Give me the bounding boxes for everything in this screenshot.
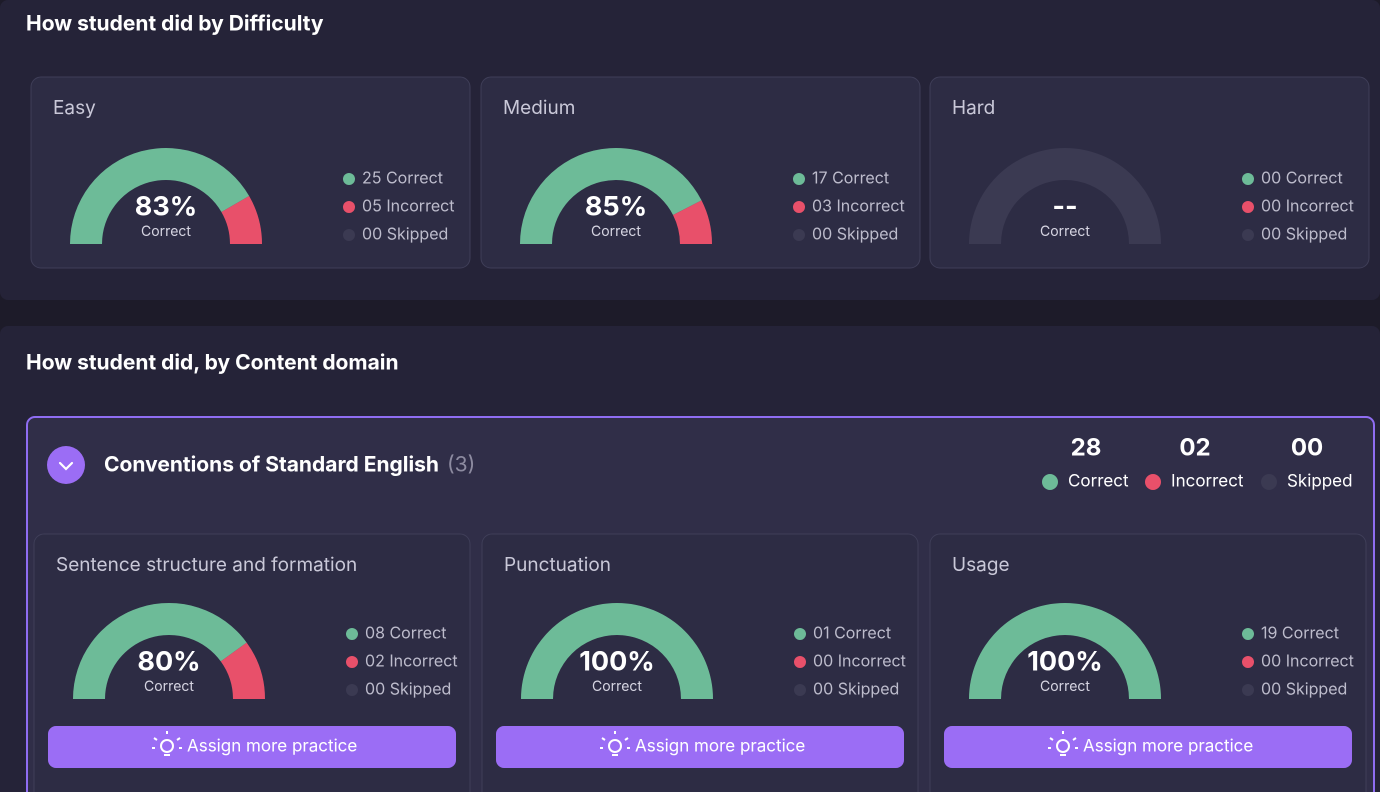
score: 100% — [1027, 644, 1102, 677]
total-label: Correct — [1068, 472, 1129, 492]
legend-label: 08 Correct — [365, 622, 447, 642]
button-bg — [496, 726, 904, 768]
gauge-correct — [73, 603, 247, 699]
legend-dot — [343, 173, 355, 185]
assign-button[interactable]: Assign more practice — [496, 726, 904, 768]
card-title: Easy — [53, 96, 96, 119]
card-title: Hard — [952, 96, 995, 119]
card-title: Sentence structure and formation — [56, 553, 357, 576]
legend-dot — [1242, 684, 1254, 696]
card-title: Medium — [503, 96, 575, 119]
section-title: How student did, by Content domain — [26, 351, 399, 376]
legend-label: 00 Correct — [1261, 167, 1343, 187]
score: 83% — [135, 189, 197, 222]
legend-dot — [1242, 656, 1254, 668]
gauge-correct — [520, 148, 702, 244]
legend-label: 00 Skipped — [1261, 223, 1347, 243]
legend-label: 00 Skipped — [365, 678, 451, 698]
collapse-button[interactable] — [47, 446, 85, 484]
legend-label: 00 Skipped — [812, 223, 898, 243]
score: -- — [1052, 189, 1077, 222]
score-caption: Correct — [592, 678, 642, 695]
legend-label: 05 Incorrect — [362, 195, 455, 215]
domain-count: (3) — [447, 453, 475, 478]
card-title: Punctuation — [504, 553, 611, 576]
legend-dot — [343, 229, 355, 241]
bulb-icon — [608, 739, 622, 753]
section-title: How student did by Difficulty — [26, 12, 324, 37]
gauge-incorrect — [220, 642, 265, 699]
legend-label: 17 Correct — [812, 167, 889, 187]
legend-label: 01 Correct — [813, 622, 891, 642]
gauge-correct — [521, 603, 713, 699]
legend-dot — [346, 656, 358, 668]
legend-dot — [793, 229, 805, 241]
legend-dot — [1242, 229, 1254, 241]
gauge-track — [969, 148, 1161, 244]
legend-label: 02 Incorrect — [365, 650, 458, 670]
total-label: Incorrect — [1171, 472, 1244, 492]
collapse-circle[interactable] — [47, 446, 85, 484]
legend-dot — [794, 656, 806, 668]
legend-label: 00 Skipped — [1261, 678, 1347, 698]
score-caption: Correct — [1040, 223, 1090, 240]
gauge-incorrect — [221, 196, 262, 244]
button-label: Assign more practice — [635, 737, 805, 757]
legend-label: 00 Incorrect — [1261, 195, 1354, 215]
button-bg — [944, 726, 1352, 768]
gauge-correct — [70, 148, 250, 244]
card — [30, 76, 471, 269]
score: 80% — [137, 644, 200, 677]
legend-dot — [1242, 173, 1254, 185]
bulb-icon — [1056, 739, 1070, 753]
score: 85% — [585, 189, 647, 222]
legend-dot — [1145, 474, 1161, 490]
bulb-icon — [160, 739, 174, 753]
legend-dot — [794, 684, 806, 696]
legend-label: 00 Incorrect — [813, 650, 906, 670]
score-caption: Correct — [141, 223, 191, 240]
assign-button[interactable]: Assign more practice — [48, 726, 456, 768]
legend-dot — [793, 173, 805, 185]
total-label: Skipped — [1287, 472, 1353, 492]
legend-label: 00 Incorrect — [1261, 650, 1354, 670]
score-caption: Correct — [591, 223, 641, 240]
chevron — [58, 461, 74, 471]
gauge-correct — [969, 603, 1161, 699]
bulb-rays — [152, 731, 182, 756]
gauge-incorrect — [673, 200, 712, 244]
legend-dot — [1261, 474, 1277, 490]
legend-label: 19 Correct — [1261, 622, 1339, 642]
button-label: Assign more practice — [187, 737, 357, 757]
card-title: Usage — [952, 553, 1010, 576]
bulb-rays — [1048, 731, 1078, 756]
legend-dot — [1242, 201, 1254, 213]
score-caption: Correct — [1040, 678, 1090, 695]
legend-label: 00 Skipped — [362, 223, 448, 243]
card — [929, 76, 1370, 269]
score: 100% — [579, 644, 654, 677]
score-caption: Correct — [144, 678, 194, 695]
total-count: 02 — [1179, 433, 1210, 462]
domain-name: Conventions of Standard English — [104, 453, 439, 478]
bulb-rays — [600, 731, 630, 756]
total-count: 28 — [1071, 433, 1102, 462]
card — [480, 76, 921, 269]
legend-dot — [1242, 628, 1254, 640]
legend-dot — [793, 201, 805, 213]
legend-label: 25 Correct — [362, 167, 443, 187]
legend-dot — [346, 628, 358, 640]
button-label: Assign more practice — [1083, 737, 1253, 757]
legend-dot — [346, 684, 358, 696]
legend-dot — [794, 628, 806, 640]
assign-button[interactable]: Assign more practice — [944, 726, 1352, 768]
legend-label: 03 Incorrect — [812, 195, 905, 215]
total-count: 00 — [1291, 433, 1323, 462]
button-bg — [48, 726, 456, 768]
legend-label: 00 Skipped — [813, 678, 899, 698]
legend-dot — [1042, 474, 1058, 490]
legend-dot — [343, 201, 355, 213]
